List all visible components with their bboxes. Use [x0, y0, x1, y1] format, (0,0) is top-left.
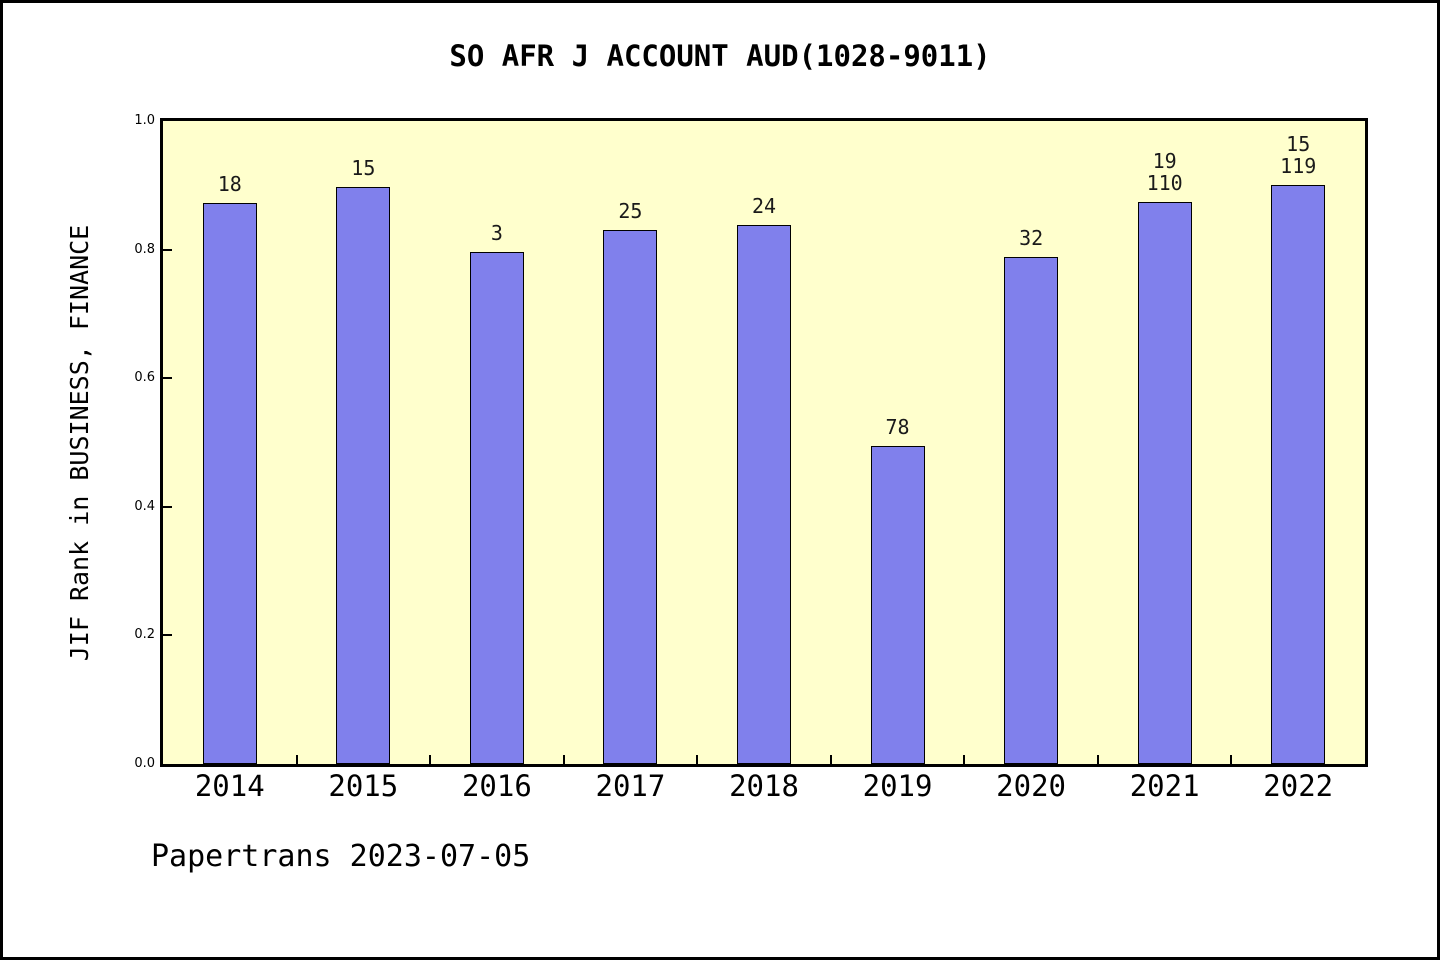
bar-value-line: 24 [751, 194, 777, 219]
bar-value-label-2015: 15 [303, 157, 423, 179]
y-tick-label-0.8: 0.8 [134, 241, 155, 257]
bar-2017 [603, 229, 658, 764]
bars-container: 18 15 3 25 24 78 32 19 110 15 119 [163, 121, 1365, 764]
bar-2021 [1137, 202, 1192, 764]
x-tick-mark [1096, 755, 1099, 764]
bar-value-line: 18 [217, 172, 242, 197]
x-tick-label-2020: 2020 [996, 769, 1067, 803]
y-tick-label-0.6: 0.6 [134, 370, 155, 386]
y-tick-mark [163, 377, 172, 380]
chart-title: SO AFR J ACCOUNT AUD(1028-9011) [449, 39, 991, 73]
bar-value-line: 15 [351, 156, 376, 181]
x-tick-mark [429, 755, 432, 764]
x-tick-label-2014: 2014 [194, 769, 265, 803]
y-tick-mark [163, 248, 172, 251]
bar-value-label-2016: 3 [437, 222, 557, 244]
bar-2016 [469, 251, 524, 764]
y-tick-label-0.2: 0.2 [134, 627, 155, 643]
bar-value-label-2020: 32 [971, 227, 1091, 249]
bar-value-line: 78 [885, 414, 910, 439]
bar-2018 [737, 225, 791, 764]
bar-2019 [870, 445, 925, 764]
bar-2015 [336, 187, 391, 764]
plot-area: 18 15 3 25 24 78 32 19 110 15 119 [160, 118, 1368, 767]
x-tick-mark [963, 755, 966, 764]
bar-value-line: 19 [1152, 149, 1177, 174]
bar-2020 [1004, 257, 1059, 764]
y-tick-label-0.0: 0.0 [134, 756, 155, 771]
y-tick-mark [163, 634, 172, 637]
y-tick-label-0.4: 0.4 [134, 498, 155, 514]
bar-value-line: 32 [1019, 226, 1044, 251]
x-tick-label-2016: 2016 [461, 769, 532, 803]
bar-value-line: 25 [618, 198, 643, 223]
bar-value-line: 110 [1146, 171, 1183, 196]
bar-value-label-2021: 19 110 [1105, 150, 1225, 194]
bar-value-line: 119 [1280, 154, 1317, 179]
bar-value-label-2017: 25 [570, 200, 690, 222]
x-tick-mark [696, 755, 699, 764]
bar-value-label-2022: 15 119 [1238, 133, 1358, 177]
x-tick-label-2017: 2017 [595, 769, 666, 803]
x-tick-label-2018: 2018 [729, 769, 799, 803]
bar-value-label-2018: 24 [704, 195, 824, 217]
y-axis-ticks: 0.0 0.2 0.4 0.6 0.8 1.0 [3, 113, 155, 771]
x-axis-tick-labels: 2014 2015 2016 2017 2018 2019 2020 2021 2022 [163, 769, 1365, 805]
y-tick-mark [163, 505, 172, 508]
x-tick-label-2015: 2015 [328, 769, 399, 803]
x-tick-mark [1230, 755, 1233, 764]
x-tick-mark [562, 755, 565, 764]
watermark-text: Papertrans 2023-07-05 [151, 839, 531, 874]
bar-value-label-2014: 18 [170, 173, 290, 195]
bar-value-label-2019: 78 [838, 416, 958, 438]
x-tick-label-2021: 2021 [1129, 769, 1200, 803]
x-tick-mark [295, 755, 298, 764]
bar-2022 [1271, 185, 1326, 764]
x-tick-label-2022: 2022 [1263, 769, 1334, 803]
bar-2014 [202, 203, 257, 764]
x-tick-label-2019: 2019 [862, 769, 933, 803]
y-tick-label-1.0: 1.0 [134, 113, 155, 128]
bar-value-line: 15 [1286, 132, 1311, 157]
x-tick-mark [829, 755, 832, 764]
bar-value-line: 3 [490, 220, 503, 245]
